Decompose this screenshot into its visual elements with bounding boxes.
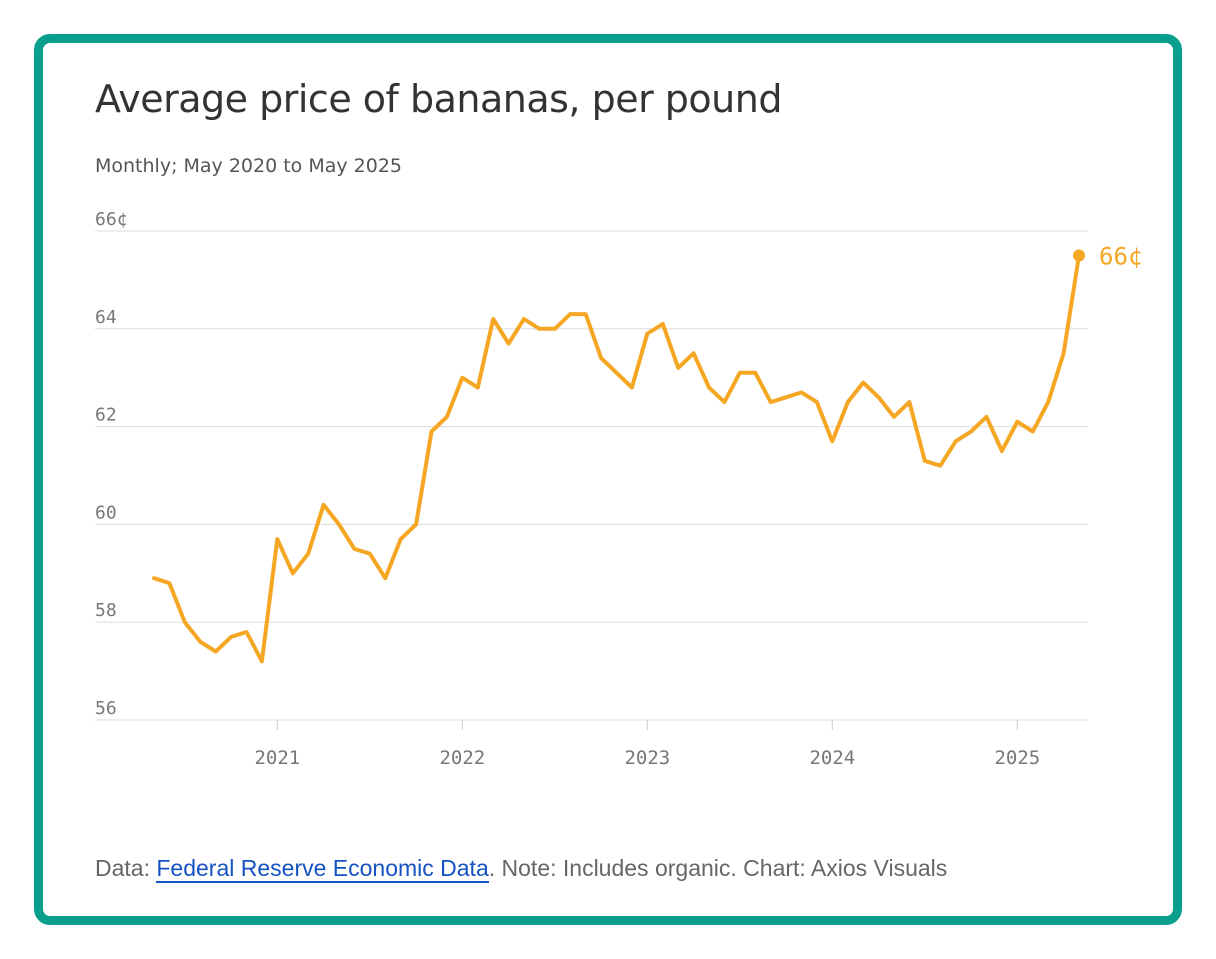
y-tick-label: 58 [95, 600, 117, 621]
end-point-marker [1073, 249, 1085, 262]
y-tick-label: 64 [95, 307, 117, 328]
y-tick-label: 60 [95, 502, 117, 523]
x-tick-label: 2024 [809, 747, 855, 769]
x-tick-label: 2022 [439, 747, 485, 769]
y-tick-label: 66¢ [95, 209, 128, 230]
chart-title: Average price of bananas, per pound [95, 77, 782, 121]
y-tick-label: 56 [95, 698, 117, 719]
footer-prefix: Data: [95, 855, 157, 881]
source-link[interactable]: Federal Reserve Economic Data [156, 855, 489, 883]
line-chart: 56 58 60 62 64 66¢ 2021 2022 2023 2024 2025 66¢ [95, 209, 1142, 769]
y-tick-label: 62 [95, 405, 117, 426]
x-tick-label: 2025 [994, 747, 1040, 769]
x-tick-label: 2023 [624, 747, 670, 769]
series-line [152, 253, 1081, 664]
chart-card: Average price of bananas, per pound Mont… [34, 34, 1182, 925]
x-tick-label: 2021 [254, 747, 300, 769]
footer-note: . Note: Includes organic. Chart: Axios V… [488, 855, 948, 881]
chart-subtitle: Monthly; May 2020 to May 2025 [95, 155, 403, 177]
end-value-label: 66¢ [1099, 242, 1142, 270]
chart-footer: Data: Federal Reserve Economic Data. Not… [95, 855, 948, 883]
